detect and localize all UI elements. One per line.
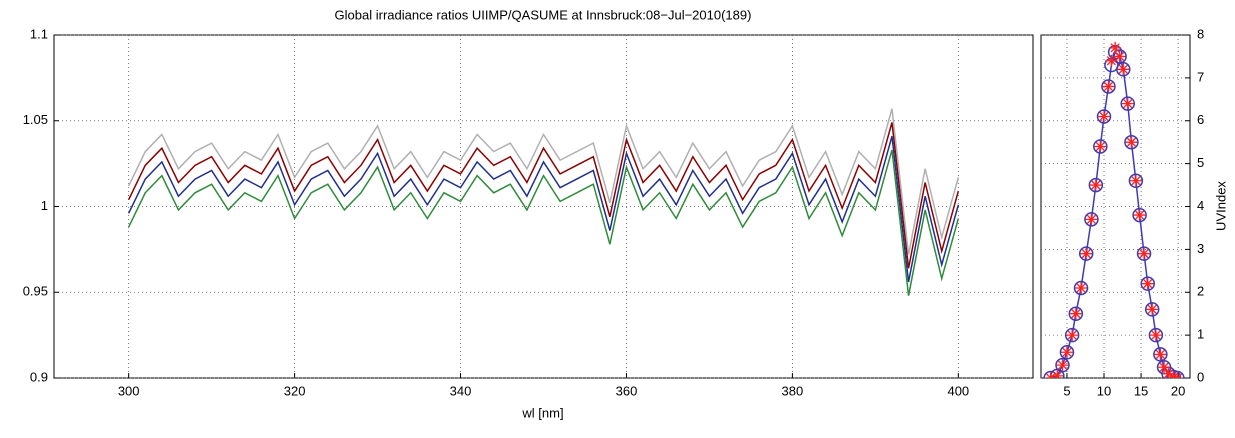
marker: [1121, 97, 1134, 110]
marker: [1136, 246, 1152, 261]
y-tick-label: 1: [1197, 327, 1204, 342]
marker: [1116, 62, 1131, 77]
marker: [1096, 109, 1112, 124]
marker: [1153, 347, 1168, 362]
marker: [1132, 207, 1147, 223]
marker: [1066, 329, 1079, 342]
y-tick-label: 1.05: [23, 112, 48, 127]
marker: [1124, 134, 1139, 150]
marker: [1064, 327, 1080, 343]
y-tick-label: 0.95: [23, 284, 48, 299]
marker: [1059, 345, 1075, 360]
marker: [1112, 49, 1127, 64]
marker: [1105, 54, 1118, 67]
marker: [1148, 327, 1164, 343]
marker: [1098, 110, 1111, 123]
y-tick-label: 0.9: [30, 369, 48, 384]
y-tick-label: 2: [1197, 284, 1204, 299]
marker: [1117, 63, 1130, 76]
marker: [1094, 140, 1107, 153]
marker: [1158, 361, 1171, 374]
y-tick-label: 4: [1197, 198, 1204, 213]
data-line: [127, 122, 960, 269]
marker: [1141, 277, 1154, 290]
data-line: [127, 108, 960, 255]
marker: [1154, 348, 1167, 361]
x-tick-label: 320: [284, 383, 306, 398]
marker: [1167, 371, 1180, 378]
x-tick-label: 15: [1134, 383, 1148, 398]
data-line: [127, 149, 960, 296]
marker: [1149, 329, 1162, 342]
x-tick-label: 360: [616, 383, 638, 398]
y-axis-label: UVIndex: [1213, 181, 1228, 231]
marker: [1170, 370, 1185, 378]
marker: [1085, 213, 1098, 226]
plot-area: [1043, 41, 1185, 378]
y-tick-label: 0: [1197, 369, 1204, 384]
marker: [1075, 281, 1088, 294]
marker: [1093, 139, 1108, 154]
x-tick-label: 340: [450, 383, 472, 398]
marker: [1146, 303, 1159, 316]
marker: [1043, 370, 1058, 378]
plot-area: [127, 108, 960, 296]
x-tick-label: 20: [1171, 383, 1185, 398]
marker: [1140, 276, 1155, 291]
marker: [1080, 247, 1093, 260]
marker: [1056, 359, 1069, 372]
marker: [1129, 174, 1142, 187]
marker: [1125, 136, 1138, 149]
marker: [1113, 50, 1126, 63]
y-tick-label: 5: [1197, 155, 1204, 170]
marker: [1128, 173, 1144, 189]
marker: [1073, 280, 1089, 296]
data-line: [127, 135, 960, 283]
marker: [1069, 307, 1082, 320]
marker: [1138, 247, 1151, 260]
marker: [1068, 306, 1084, 321]
marker: [1051, 369, 1064, 378]
marker: [1084, 212, 1099, 227]
marker: [1102, 80, 1115, 93]
marker: [1166, 369, 1181, 378]
marker: [1109, 41, 1122, 54]
marker: [1055, 357, 1070, 373]
marker: [1120, 96, 1135, 111]
marker: [1078, 246, 1094, 261]
x-tick-label: 380: [782, 383, 804, 398]
marker: [1089, 179, 1102, 192]
y-tick-label: 7: [1197, 69, 1204, 84]
y-tick-label: 8: [1197, 26, 1204, 41]
x-axis-label: wl [nm]: [521, 405, 563, 420]
y-tick-label: 3: [1197, 241, 1204, 256]
chart-title: Global irradiance ratios UIIMP/QASUME at…: [335, 7, 752, 22]
y-tick-label: 6: [1197, 112, 1204, 127]
y-tick-label: 1.1: [30, 26, 48, 41]
marker: [1101, 79, 1116, 94]
marker: [1060, 346, 1073, 359]
marker: [1144, 302, 1160, 317]
marker: [1162, 367, 1175, 378]
x-tick-label: 400: [947, 383, 969, 398]
x-tick-label: 5: [1063, 383, 1070, 398]
marker: [1133, 209, 1146, 222]
x-tick-label: 300: [118, 383, 140, 398]
marker: [1088, 177, 1104, 193]
x-tick-label: 10: [1097, 383, 1111, 398]
y-tick-label: 1: [41, 198, 48, 213]
